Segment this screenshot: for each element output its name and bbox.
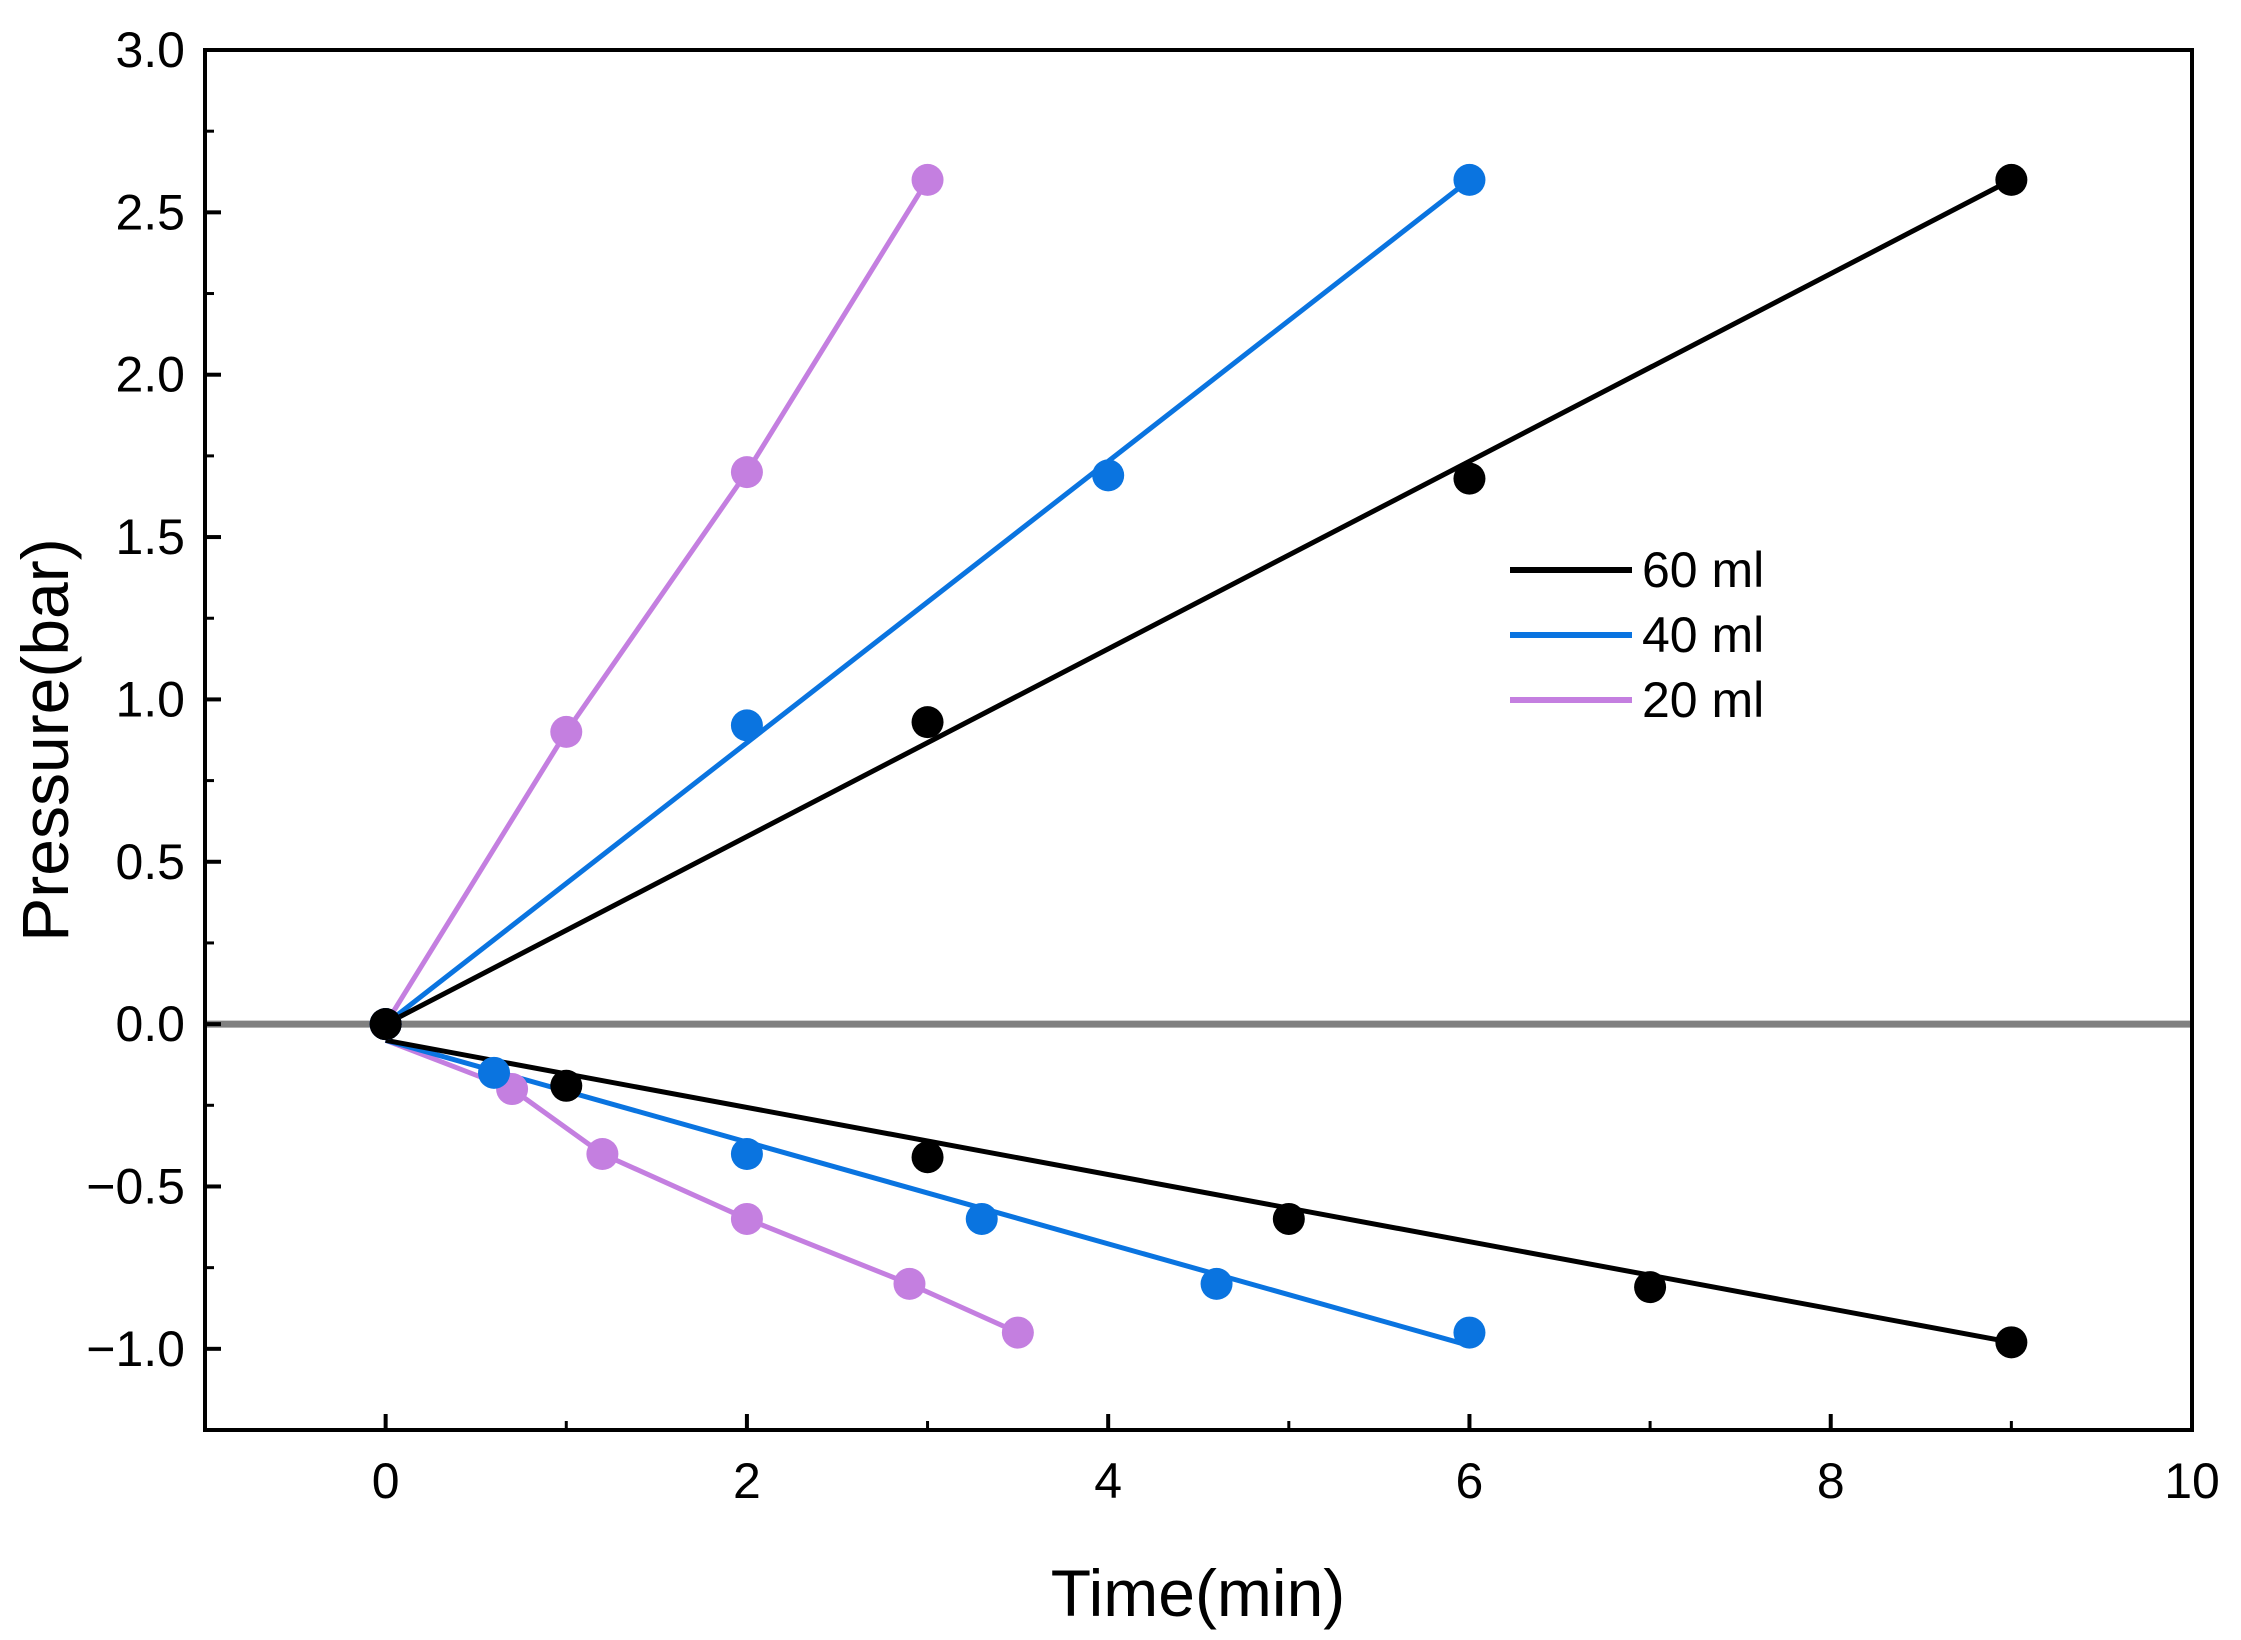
legend-label-20ml: 20 ml	[1642, 672, 1764, 728]
x-tick-label: 10	[2164, 1453, 2220, 1509]
data-point-60ml	[911, 706, 944, 739]
fit-line-20ml-up	[383, 178, 930, 1026]
data-point-40ml	[1200, 1267, 1233, 1300]
y-tick-label: 2.5	[115, 184, 185, 240]
data-point-40ml	[730, 709, 763, 742]
data-point-60ml	[1995, 1326, 2028, 1359]
fit-line-60ml-up	[384, 177, 2013, 1027]
data-point-40ml	[1453, 163, 1486, 196]
x-axis-title: Time(min)	[1051, 1556, 1346, 1630]
data-point-60ml	[1453, 462, 1486, 495]
ticks-layer: 0 2 4 6 8 10 −1.0 −0.5 0.0 0.5 1.0 1.5 2.0 2.5 3.0	[86, 22, 2220, 1509]
x-tick-label: 4	[1094, 1453, 1122, 1509]
data-point-40ml	[1453, 1316, 1486, 1349]
data-point-40ml	[478, 1056, 511, 1089]
x-tick-label: 2	[733, 1453, 761, 1509]
data-point-60ml	[550, 1069, 583, 1102]
x-tick-label: 0	[372, 1453, 400, 1509]
data-point-60ml	[1272, 1202, 1305, 1235]
data-point-60ml	[1995, 163, 2028, 196]
legend-label-40ml: 40 ml	[1642, 607, 1764, 663]
legend: 60 ml 40 ml 20 ml	[1510, 542, 1764, 728]
y-axis-title: Pressure(bar)	[8, 538, 82, 941]
fit-line-60ml-down	[385, 1037, 2012, 1345]
data-point-20ml	[730, 1202, 763, 1235]
y-tick-label: −0.5	[86, 1158, 185, 1214]
data-point-20ml	[586, 1138, 619, 1170]
series-layer	[205, 163, 2192, 1359]
data-point-20ml	[911, 163, 944, 196]
data-point-20ml	[1001, 1316, 1034, 1349]
data-point-20ml	[550, 715, 583, 748]
y-tick-label: 3.0	[115, 22, 185, 78]
data-point-40ml	[965, 1202, 998, 1235]
y-tick-label: 1.0	[115, 671, 185, 727]
y-tick-label: 0.0	[115, 996, 185, 1052]
x-tick-label: 6	[1456, 1453, 1484, 1509]
plot-frame	[203, 48, 2194, 1432]
data-point-60ml	[1634, 1271, 1667, 1304]
legend-label-60ml: 60 ml	[1642, 542, 1764, 598]
data-point-20ml	[893, 1267, 926, 1300]
y-tick-label: −1.0	[86, 1321, 185, 1377]
y-tick-label: 1.5	[115, 509, 185, 565]
data-point-40ml	[730, 1138, 763, 1170]
data-point-60ml	[911, 1141, 944, 1174]
y-tick-label: 2.0	[115, 347, 185, 403]
data-point-40ml	[1092, 459, 1125, 492]
x-tick-label: 8	[1817, 1453, 1845, 1509]
y-tick-label: 0.5	[115, 834, 185, 890]
data-point-20ml	[730, 456, 763, 489]
fit-line-40ml-up	[384, 177, 1471, 1027]
data-point-60ml	[369, 1008, 402, 1041]
